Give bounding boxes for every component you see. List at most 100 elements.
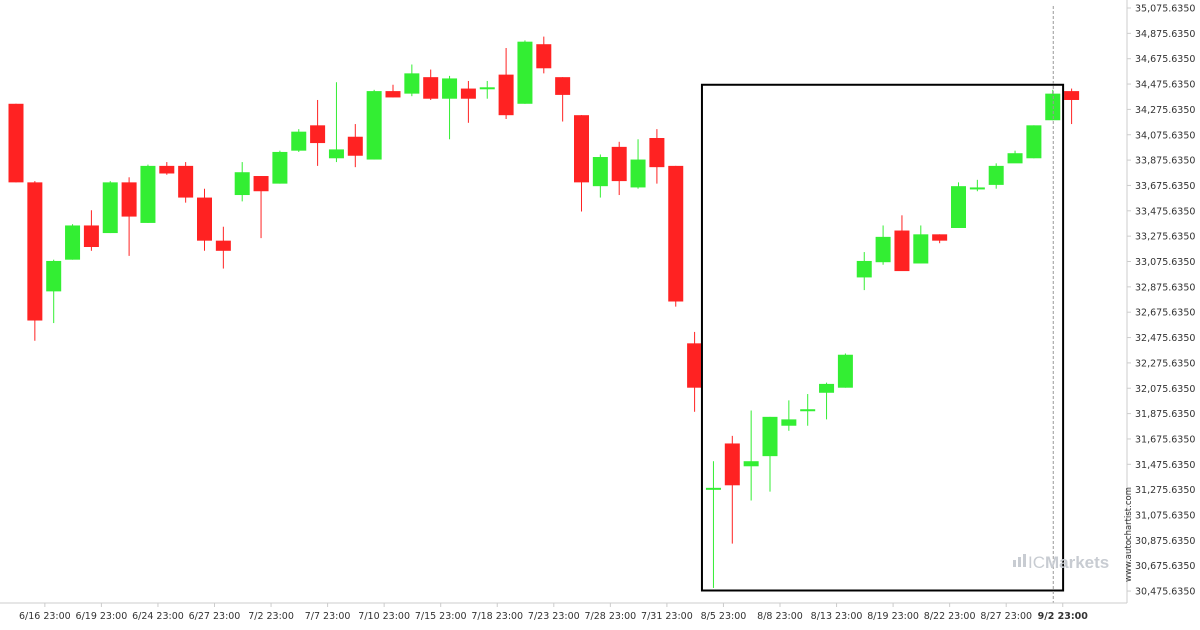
x-tick-label: 6/24 23:00 bbox=[132, 611, 184, 622]
candle-body-up bbox=[234, 172, 250, 196]
y-tick-label: 31,275.6350 bbox=[1135, 485, 1195, 496]
y-tick-label: 31,075.6350 bbox=[1135, 511, 1195, 522]
candle-body-down bbox=[83, 225, 99, 248]
candle-body-up bbox=[705, 487, 721, 490]
candle-body-down bbox=[159, 165, 175, 174]
candle-body-down bbox=[178, 165, 194, 198]
x-tick-label: 7/18 23:00 bbox=[471, 611, 523, 622]
y-tick-label: 31,675.6350 bbox=[1135, 434, 1195, 445]
candle-body-up bbox=[913, 234, 929, 264]
candle-body-up bbox=[819, 383, 835, 393]
candle-body-up bbox=[969, 187, 985, 190]
y-tick-label: 34,275.6350 bbox=[1135, 105, 1195, 116]
x-tick-label: 7/31 23:00 bbox=[641, 611, 693, 622]
candle-body-up bbox=[837, 354, 853, 388]
candle-body-up bbox=[328, 149, 344, 159]
candle-body-up bbox=[1007, 153, 1023, 164]
brand-name-bold: Markets bbox=[1045, 553, 1109, 572]
x-axis-ticks: 6/16 23:00 6/19 23:00 6/24 23:00 6/27 23:00… bbox=[19, 603, 1088, 622]
x-tick-label: 7/7 23:00 bbox=[305, 611, 351, 622]
x-tick-label: 8/13 23:00 bbox=[811, 611, 863, 622]
x-tick-label: 7/2 23:00 bbox=[248, 611, 294, 622]
x-tick-label: 9/2 23:00 bbox=[1038, 611, 1089, 622]
candle-body-down bbox=[347, 136, 363, 156]
candle-body-up bbox=[951, 186, 966, 228]
y-tick-label: 31,875.6350 bbox=[1135, 409, 1195, 420]
candle-body-down bbox=[894, 230, 910, 272]
candle-body-up bbox=[442, 78, 458, 99]
y-tick-label: 33,875.6350 bbox=[1135, 156, 1195, 167]
x-tick-label: 6/19 23:00 bbox=[76, 611, 128, 622]
candle-body-up bbox=[366, 91, 382, 160]
candle-body-down bbox=[1064, 91, 1080, 100]
candle-body-up bbox=[781, 419, 797, 426]
pattern-highlight-box bbox=[700, 83, 1065, 592]
candle-body-up bbox=[592, 157, 608, 187]
y-tick-label: 34,475.6350 bbox=[1135, 80, 1195, 91]
y-tick-label: 33,275.6350 bbox=[1135, 232, 1195, 243]
x-tick-label: 8/27 23:00 bbox=[980, 611, 1032, 622]
y-tick-label: 33,675.6350 bbox=[1135, 181, 1195, 192]
y-axis-ticks: 35,075.6350 34,875.6350 34,675.6350 34,475.… bbox=[1127, 4, 1195, 598]
candle-body-up bbox=[404, 73, 420, 94]
y-tick-label: 31,475.6350 bbox=[1135, 460, 1195, 471]
candle-body-down bbox=[555, 77, 571, 95]
candle-body-down bbox=[574, 115, 589, 183]
candle-body-down bbox=[668, 165, 684, 302]
candle-body-down bbox=[197, 197, 212, 241]
candle-body-down bbox=[423, 77, 439, 99]
brand-name-light: IC bbox=[1028, 553, 1045, 572]
x-tick-label: 7/28 23:00 bbox=[584, 611, 636, 622]
x-tick-label: 8/5 23:00 bbox=[701, 611, 747, 622]
candle-body-up bbox=[65, 225, 81, 260]
candle-body-down bbox=[8, 103, 24, 183]
candle-body-down bbox=[536, 44, 552, 69]
y-tick-label: 33,075.6350 bbox=[1135, 257, 1195, 268]
candle-body-up bbox=[517, 41, 533, 104]
candle-body-down bbox=[215, 240, 231, 251]
y-tick-label: 30,675.6350 bbox=[1135, 561, 1195, 572]
candles-layer bbox=[8, 36, 1080, 588]
y-tick-label: 34,875.6350 bbox=[1135, 29, 1195, 40]
candle-body-down bbox=[724, 443, 740, 486]
candle-body-down bbox=[932, 234, 948, 241]
y-tick-label: 30,475.6350 bbox=[1135, 587, 1195, 598]
candle-body-up bbox=[1026, 125, 1042, 159]
candle-body-down bbox=[121, 182, 137, 217]
x-tick-label: 8/19 23:00 bbox=[867, 611, 919, 622]
y-tick-label: 34,675.6350 bbox=[1135, 54, 1195, 65]
y-tick-label: 32,475.6350 bbox=[1135, 333, 1195, 344]
candle-body-up bbox=[988, 165, 1004, 185]
x-tick-label: 8/22 23:00 bbox=[924, 611, 976, 622]
brand-logo-bar-3 bbox=[1023, 554, 1026, 567]
candle-body-down bbox=[498, 74, 514, 116]
watermark-site: www.autochartist.com bbox=[1124, 487, 1134, 582]
candle-body-up bbox=[479, 87, 495, 90]
brand-logo-bar-1 bbox=[1013, 560, 1016, 567]
candle-body-down bbox=[27, 182, 43, 321]
candle-body-down bbox=[385, 91, 401, 98]
candle-body-down bbox=[253, 176, 269, 192]
candle-body-up bbox=[291, 131, 307, 151]
candle-body-down bbox=[611, 146, 627, 182]
svg-text:ICMarkets: ICMarkets bbox=[1028, 553, 1109, 572]
candle-body-up bbox=[272, 151, 288, 184]
candle-body-up bbox=[630, 159, 646, 188]
y-tick-label: 32,675.6350 bbox=[1135, 308, 1195, 319]
candle-body-up bbox=[875, 236, 891, 263]
candle-body-up bbox=[140, 165, 156, 223]
candle-body-down bbox=[460, 88, 476, 99]
x-tick-label: 6/27 23:00 bbox=[189, 611, 241, 622]
x-tick-label: 7/15 23:00 bbox=[415, 611, 467, 622]
x-tick-label: 7/10 23:00 bbox=[358, 611, 410, 622]
brand-logo-bar-2 bbox=[1018, 557, 1021, 567]
y-tick-label: 30,875.6350 bbox=[1135, 536, 1195, 547]
candle-body-up bbox=[800, 409, 816, 412]
candle-body-up bbox=[856, 260, 872, 278]
candle-body-down bbox=[649, 137, 665, 168]
candle-body-up bbox=[762, 416, 778, 457]
y-tick-label: 32,075.6350 bbox=[1135, 384, 1195, 395]
candle-body-down bbox=[310, 125, 326, 144]
candle-body-up bbox=[102, 182, 118, 234]
